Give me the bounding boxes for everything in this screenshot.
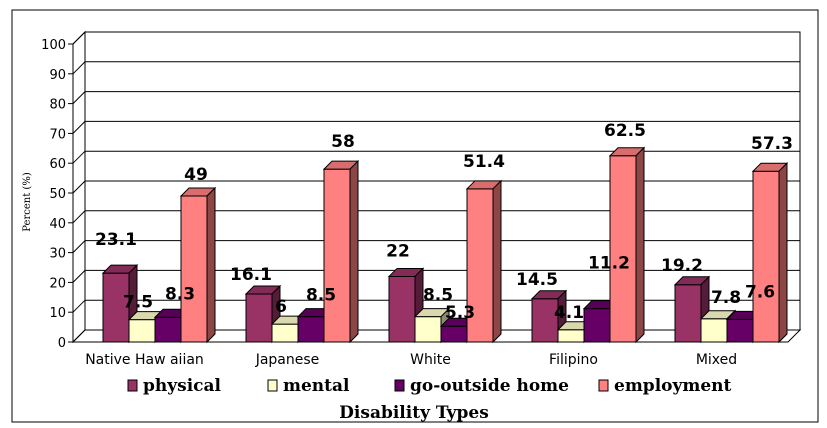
gridline [72, 31, 800, 45]
legend-label: employment [614, 376, 732, 396]
x-category-label: Native Haw aiian [85, 352, 204, 368]
data-label: 7.8 [711, 288, 741, 308]
y-tick-label: 100 [41, 38, 66, 53]
data-label: 7.5 [123, 293, 153, 313]
y-axis-ticks: 0 10 20 30 40 50 60 70 80 90 100 [41, 38, 66, 351]
x-category-label: Mixed [696, 352, 737, 368]
legend-item-physical: physical [127, 376, 222, 396]
y-tick-label: 90 [49, 68, 66, 83]
gridline [72, 120, 800, 134]
data-label: 57.3 [751, 134, 793, 154]
x-axis-categories: Native Haw aiian Japanese White Filipino Mix… [85, 352, 737, 368]
x-category-label: Japanese [255, 352, 320, 368]
y-tick-label: 0 [58, 336, 66, 351]
bar-employment-3 [608, 146, 646, 344]
data-label: 49 [184, 165, 208, 185]
gridline [72, 210, 800, 224]
y-tick-label: 40 [49, 217, 66, 232]
bar-physical-4 [673, 275, 711, 344]
y-tick-label: 70 [49, 127, 66, 142]
gridline [72, 150, 800, 164]
y-tick-label: 30 [49, 247, 66, 262]
data-label: 16.1 [230, 265, 272, 285]
gridline [72, 269, 800, 283]
y-axis-label: Percent (%) [22, 172, 33, 232]
legend-label: physical [143, 376, 222, 396]
bar-physical-2 [387, 267, 425, 344]
data-label: 62.5 [604, 121, 646, 141]
data-label: 8.5 [306, 286, 336, 306]
legend-item-employment: employment [598, 376, 732, 396]
bar-employment-0 [179, 186, 217, 344]
legend-swatch [267, 379, 278, 392]
legend-item-mental: mental [267, 376, 350, 396]
legend-swatch [127, 379, 138, 392]
bar-employment-2 [465, 179, 503, 344]
data-label: 58 [331, 132, 355, 152]
y-tick-label: 10 [49, 306, 66, 321]
data-label: 5.3 [445, 303, 475, 323]
legend-item-go-outside-home: go-outside home [394, 376, 569, 396]
legend-swatch [394, 379, 405, 392]
y-tick-label: 20 [49, 276, 66, 291]
gridline [72, 61, 800, 75]
y-tick-label: 60 [49, 157, 66, 172]
data-label: 22 [386, 241, 410, 261]
bars [101, 146, 789, 344]
bar-employment-1 [322, 159, 360, 344]
data-label: 51.4 [463, 152, 505, 172]
x-axis-label: Disability Types [339, 403, 489, 423]
data-label: 23.1 [95, 230, 137, 250]
bar-employment-4 [751, 162, 789, 344]
legend: physical mental go-outside home employment [127, 376, 732, 396]
legend-swatch [598, 379, 609, 392]
data-label: 4.1 [554, 303, 584, 323]
gridline [72, 240, 800, 253]
legend-label: go-outside home [410, 376, 569, 396]
data-labels: 23.17.5 8.34916.168.558228.55.351.414.54.… [95, 121, 793, 323]
data-label: 6 [275, 297, 287, 317]
data-label: 11.2 [588, 254, 630, 274]
legend-label: mental [283, 376, 350, 396]
y-tick-label: 80 [49, 98, 66, 113]
data-label: 7.6 [745, 282, 775, 302]
gridline [72, 180, 800, 194]
gridline [72, 91, 800, 104]
data-label: 8.5 [423, 286, 453, 306]
x-category-label: Filipino [549, 352, 598, 368]
x-category-label: White [410, 352, 451, 368]
data-label: 8.3 [165, 284, 195, 304]
data-label: 19.2 [661, 256, 703, 276]
data-label: 14.5 [516, 270, 558, 290]
gridlines [68, 31, 800, 343]
y-tick-label: 50 [49, 187, 66, 202]
